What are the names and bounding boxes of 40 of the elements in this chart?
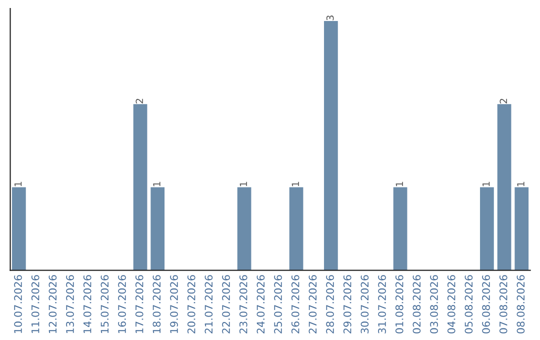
x-tick-label: 06.08.2026 <box>482 275 490 334</box>
x-tick-label: 31.07.2026 <box>378 275 386 334</box>
x-tick-label: 16.07.2026 <box>118 275 126 333</box>
data-label: 1 <box>14 182 22 186</box>
data-label: 2 <box>500 98 507 104</box>
x-tick-label: 25.07.2026 <box>274 275 282 334</box>
x-tick-label: 20.07.2026 <box>187 275 196 334</box>
x-tick-label: 05.08.2026 <box>464 275 473 334</box>
data-label: 1 <box>517 182 524 186</box>
x-tick-label: 08.08.2026 <box>516 275 525 334</box>
x-tick-label: 26.07.2026 <box>291 275 300 334</box>
x-tick-label: 30.07.2026 <box>360 275 369 334</box>
x-tick-label: 19.07.2026 <box>170 275 178 333</box>
x-tick-label: 10.07.2026 <box>14 275 22 333</box>
x-tick-label: 27.07.2026 <box>308 275 317 334</box>
x-tick-label: 28.07.2026 <box>326 275 334 334</box>
x-tick-label: 24.07.2026 <box>256 275 265 334</box>
x-tick-label: 21.07.2026 <box>204 275 213 334</box>
x-tick-label: 07.08.2026 <box>499 275 508 334</box>
data-label: 1 <box>240 182 247 186</box>
x-tick-label: 18.07.2026 <box>152 275 161 333</box>
x-tick-label: 03.08.2026 <box>430 275 438 334</box>
x-tick-label: 29.07.2026 <box>343 275 352 334</box>
x-tick-label: 17.07.2026 <box>135 275 144 333</box>
x-tick-label: 23.07.2026 <box>239 275 248 334</box>
data-label: 1 <box>396 182 403 186</box>
x-tick-label: 13.07.2026 <box>66 275 74 333</box>
x-tick-label: 12.07.2026 <box>48 275 57 333</box>
data-label: 1 <box>153 182 160 186</box>
x-tick-label: 11.07.2026 <box>31 275 40 333</box>
data-label: 1 <box>292 182 299 186</box>
x-tick-label: 15.07.2026 <box>100 275 109 333</box>
data-label: 2 <box>136 98 143 104</box>
x-tick-label: 01.08.2026 <box>395 275 404 334</box>
data-label: 1 <box>482 182 490 186</box>
x-tick-label: 22.07.2026 <box>222 275 230 334</box>
x-tick-label: 14.07.2026 <box>83 275 92 333</box>
x-tick-label: 04.08.2026 <box>447 275 456 334</box>
x-tick-label: 02.08.2026 <box>412 275 421 334</box>
data-label: 3 <box>326 16 334 20</box>
